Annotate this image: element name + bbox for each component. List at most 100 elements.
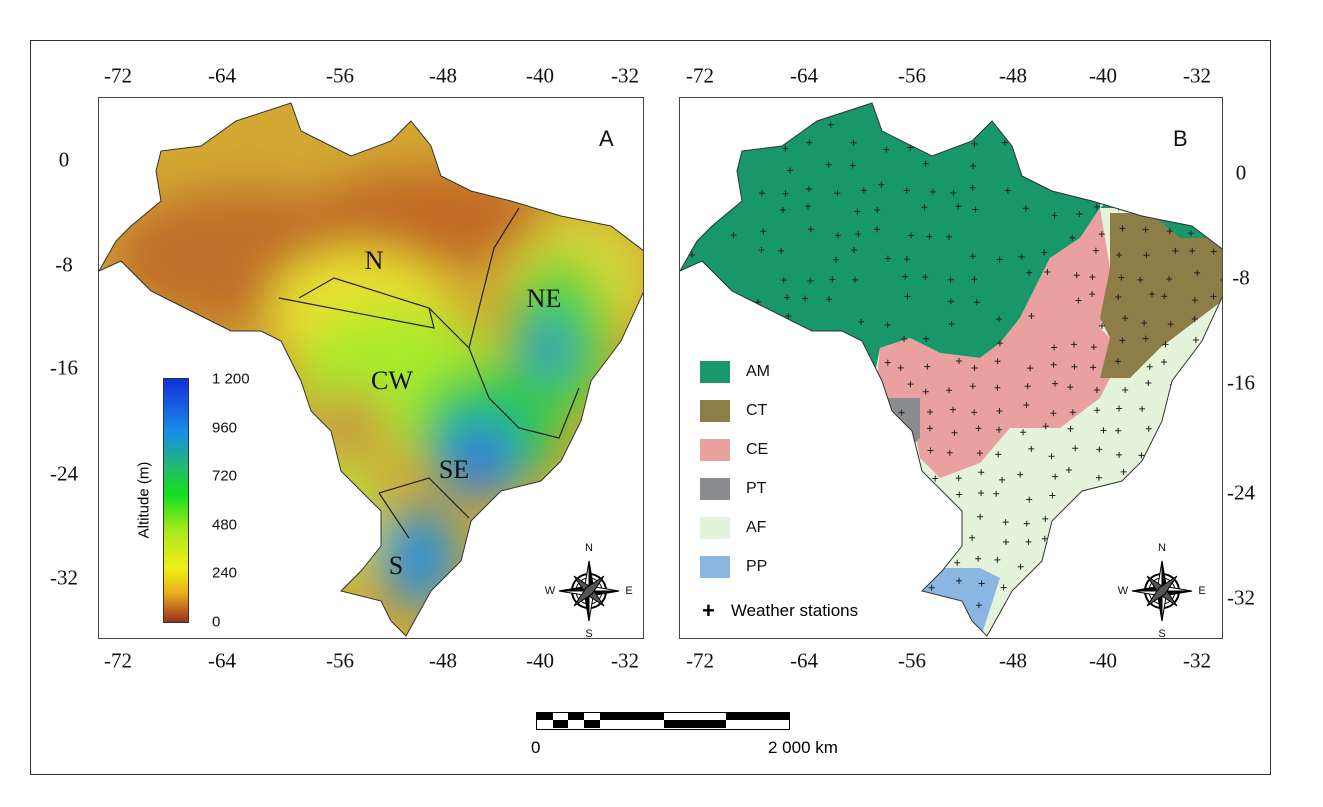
weather-station-marker <box>1093 203 1100 210</box>
weather-station-marker <box>975 602 982 609</box>
weather-station-marker <box>932 475 939 482</box>
weather-station-marker <box>786 167 793 174</box>
weather-station-marker <box>923 335 930 342</box>
weather-station-marker <box>1192 336 1199 343</box>
weather-station-marker <box>1220 385 1222 392</box>
weather-station-marker <box>1026 496 1033 503</box>
weather-station-marker <box>1145 425 1152 432</box>
weather-station-marker <box>922 541 929 548</box>
weather-station-marker <box>975 121 982 128</box>
weather-station-marker <box>1069 409 1076 416</box>
weather-station-marker <box>1216 184 1222 191</box>
weather-station-marker <box>1090 344 1097 351</box>
compass-rose-a: N E S W <box>544 538 634 638</box>
weather-station-marker <box>881 407 888 414</box>
weather-station-marker <box>1048 453 1055 460</box>
weather-station-marker <box>873 519 880 526</box>
weather-station-marker <box>927 137 934 144</box>
weather-station-marker <box>781 540 788 547</box>
weather-station-marker <box>1215 586 1222 593</box>
weather-station-marker <box>971 276 978 283</box>
weather-station-marker <box>930 188 937 195</box>
weather-station-marker <box>946 601 953 608</box>
weather-station-marker <box>686 184 693 191</box>
weather-station-marker <box>1096 578 1103 585</box>
weather-station-marker <box>707 424 714 431</box>
weather-station-marker <box>1098 118 1105 125</box>
weather-station-marker <box>802 295 809 302</box>
weather-station-marker <box>1117 115 1124 122</box>
weather-station-marker <box>784 294 791 301</box>
region-label-ne: NE <box>526 284 562 313</box>
lon-tick-a-top: -72 <box>104 63 132 88</box>
weather-station-marker <box>858 537 865 544</box>
weather-station-marker <box>1213 122 1220 129</box>
weather-station-marker <box>809 366 816 373</box>
weather-station-marker <box>1145 208 1152 215</box>
figure-frame <box>30 40 1271 775</box>
lon-tick-a-bottom: -32 <box>611 648 639 673</box>
weather-station-marker <box>1091 599 1098 606</box>
weather-station-marker <box>1142 226 1149 233</box>
weather-station-marker <box>782 475 789 482</box>
weather-station-marker <box>1119 225 1126 232</box>
lon-tick-b-bottom: -32 <box>1183 648 1211 673</box>
weather-station-marker <box>689 445 696 452</box>
lat-tick-b: 0 <box>1235 160 1247 185</box>
weather-station-marker <box>1163 188 1170 195</box>
weather-station-marker <box>883 471 890 478</box>
scale-start-label: 0 <box>531 738 541 757</box>
compass-w: W <box>1117 585 1129 597</box>
lat-tick-a: -32 <box>50 565 78 590</box>
weather-station-marker <box>834 470 841 477</box>
weather-station-marker <box>1094 407 1101 414</box>
weather-station-marker <box>969 383 976 390</box>
weather-station-marker <box>1041 584 1048 591</box>
weather-station-marker <box>1096 141 1103 148</box>
weather-station-marker <box>948 320 955 327</box>
weather-station-marker <box>849 469 856 476</box>
weather-station-marker <box>851 564 858 571</box>
weather-station-marker <box>682 139 689 146</box>
weather-station-marker <box>1024 383 1031 390</box>
weather-station-marker <box>1163 516 1170 523</box>
weather-station-marker <box>1002 538 1009 545</box>
weather-station-marker <box>899 581 906 588</box>
weather-station-marker <box>1096 446 1103 453</box>
weather-station-marker <box>903 256 910 263</box>
weather-station-marker <box>1115 427 1122 434</box>
weather-station-marker <box>683 584 690 591</box>
weather-station-marker <box>853 584 860 591</box>
weather-station-marker <box>1141 320 1148 327</box>
weather-station-marker <box>1187 121 1194 128</box>
compass-rose-b: N E S W <box>1117 538 1207 638</box>
weather-station-marker <box>1220 401 1222 408</box>
weather-station-marker <box>1068 116 1075 123</box>
weather-station-marker <box>1116 251 1123 258</box>
weather-station-marker <box>1162 341 1169 348</box>
weather-station-marker <box>1022 205 1029 212</box>
weather-station-marker <box>826 296 833 303</box>
weather-station-marker <box>879 585 886 592</box>
weather-station-marker <box>811 494 818 501</box>
weather-station-marker <box>714 470 721 477</box>
weather-station-marker <box>1051 344 1058 351</box>
weather-station-marker <box>683 206 690 213</box>
weather-station-marker <box>849 162 856 169</box>
weather-station-marker <box>946 449 953 456</box>
weather-station-marker <box>1210 293 1217 300</box>
weather-station-marker <box>878 116 885 123</box>
weather-station-marker <box>825 161 832 168</box>
weather-station-marker <box>707 159 714 166</box>
weather-station-marker <box>687 116 694 123</box>
weather-station-marker <box>1089 291 1096 298</box>
weather-station-marker <box>810 511 817 518</box>
weather-station-marker <box>974 629 981 636</box>
weather-station-marker <box>956 116 963 123</box>
weather-station-marker <box>1051 603 1058 610</box>
weather-station-marker <box>681 556 688 563</box>
lon-tick-b-bottom: -56 <box>898 648 926 673</box>
weather-station-marker <box>1196 432 1203 439</box>
weather-station-marker <box>995 426 1002 433</box>
weather-station-marker <box>906 538 913 545</box>
